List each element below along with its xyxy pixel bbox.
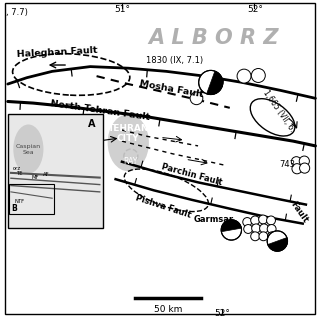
Ellipse shape [108, 114, 149, 171]
Text: 52°: 52° [247, 5, 263, 14]
Text: 51°: 51° [114, 5, 130, 14]
Text: KARAJ
CITY: KARAJ CITY [7, 118, 30, 137]
Bar [8, 114, 103, 228]
Text: 743: 743 [279, 160, 295, 169]
Circle shape [299, 156, 309, 166]
Wedge shape [268, 237, 287, 251]
Circle shape [259, 215, 268, 224]
Circle shape [244, 225, 252, 233]
Text: A: A [88, 119, 96, 129]
Text: TEHRAN
CITY: TEHRAN CITY [108, 124, 149, 143]
Circle shape [267, 225, 276, 233]
Text: 52°: 52° [214, 309, 230, 318]
Text: 1177 AD (7.2): 1177 AD (7.2) [17, 174, 70, 183]
Circle shape [267, 216, 276, 225]
Text: 50 km: 50 km [154, 305, 182, 314]
Text: Garmsar: Garmsar [194, 215, 234, 224]
Ellipse shape [20, 133, 33, 152]
Text: — 855 AD (7.1) —►: — 855 AD (7.1) —► [17, 167, 85, 173]
Text: Pishva Fault: Pishva Fault [134, 193, 192, 220]
Text: TE: TE [17, 171, 24, 176]
Circle shape [221, 220, 242, 240]
Circle shape [268, 232, 276, 241]
Circle shape [292, 164, 302, 174]
Text: 1830 (IX, 7.1): 1830 (IX, 7.1) [146, 56, 203, 65]
Circle shape [251, 216, 260, 225]
Text: 12-280 BC (7.6): 12-280 BC (7.6) [17, 157, 76, 166]
Circle shape [252, 224, 260, 233]
Circle shape [243, 218, 252, 227]
Text: Fault: Fault [289, 200, 310, 225]
Wedge shape [207, 71, 223, 94]
Text: MF: MF [32, 175, 39, 180]
Circle shape [199, 70, 223, 94]
Text: Haleghan Fault: Haleghan Fault [16, 46, 98, 59]
Text: North Tehran Fault: North Tehran Fault [49, 100, 150, 123]
Text: AF: AF [43, 172, 49, 177]
Ellipse shape [13, 124, 44, 174]
Wedge shape [221, 220, 241, 232]
Text: B: B [12, 204, 17, 213]
Circle shape [300, 163, 310, 173]
Bar [9, 184, 54, 214]
Text: NTF: NTF [14, 199, 24, 204]
Circle shape [237, 69, 251, 83]
Circle shape [260, 224, 268, 233]
Text: orz: orz [12, 166, 21, 171]
Circle shape [259, 232, 268, 241]
Circle shape [190, 92, 203, 105]
Text: Caspian
Sea: Caspian Sea [16, 144, 41, 155]
Text: Mosha Fault: Mosha Fault [138, 79, 204, 99]
Text: RAY: RAY [124, 157, 138, 166]
Circle shape [291, 157, 301, 167]
Text: A L B O R Z: A L B O R Z [149, 28, 279, 48]
Text: Parchin Fault: Parchin Fault [160, 162, 223, 187]
Circle shape [267, 231, 287, 251]
Text: , 7.7): , 7.7) [6, 8, 28, 17]
Circle shape [251, 232, 260, 241]
Text: 1,665 (VII, 6.: 1,665 (VII, 6. [261, 88, 297, 134]
Circle shape [251, 68, 265, 83]
